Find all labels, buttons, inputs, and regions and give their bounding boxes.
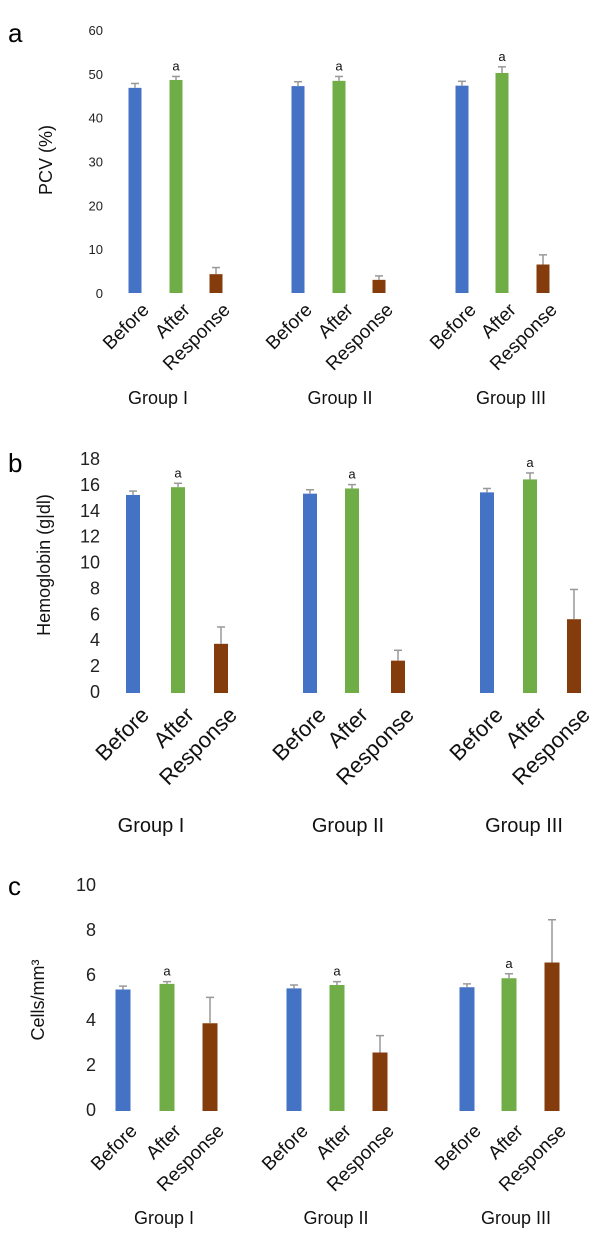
response-bar <box>372 1052 388 1111</box>
y-tick-label: 4 <box>86 1010 96 1030</box>
x-category-label: Before <box>99 300 153 354</box>
y-tick-label: 10 <box>80 553 100 573</box>
response-bar <box>391 660 405 693</box>
x-category-label: Before <box>267 702 331 766</box>
significance-mark: a <box>333 964 341 979</box>
group-label: Group III <box>476 388 546 408</box>
significance-mark: a <box>174 465 182 480</box>
after-bar <box>159 983 175 1111</box>
before-bar <box>128 87 142 293</box>
y-tick-label: 2 <box>86 1055 96 1075</box>
after-bar <box>332 80 346 293</box>
response-bar <box>536 264 550 293</box>
y-tick-label: 60 <box>89 23 103 38</box>
after-bar <box>495 72 509 293</box>
before-bar <box>455 85 469 293</box>
response-bar <box>202 1023 218 1111</box>
panel-letter-b: b <box>8 448 22 478</box>
x-category-label: Before <box>431 1121 485 1175</box>
response-bar <box>214 643 228 693</box>
y-tick-label: 20 <box>89 198 103 213</box>
group-label: Group III <box>485 815 563 837</box>
group-label: Group I <box>128 388 188 408</box>
group-label: Group I <box>118 815 185 837</box>
before-bar <box>286 988 302 1111</box>
y-tick-label: 0 <box>90 682 100 702</box>
y-tick-label: 8 <box>90 578 100 598</box>
y-axis-label: Hemoglobin (g|dl) <box>34 494 54 636</box>
after-bar <box>523 479 537 693</box>
x-category-label: Before <box>262 300 316 354</box>
y-tick-label: 8 <box>86 920 96 940</box>
y-tick-label: 6 <box>90 604 100 624</box>
group-label: Group II <box>312 815 384 837</box>
y-tick-label: 16 <box>80 475 100 495</box>
y-axis-label: PCV (%) <box>36 125 56 195</box>
y-tick-label: 2 <box>90 656 100 676</box>
panel-letter-c: c <box>8 871 21 901</box>
after-bar <box>501 978 517 1111</box>
panel-letter-a: a <box>8 18 23 48</box>
group-label: Group III <box>481 1208 551 1228</box>
x-category-label: Before <box>444 702 508 766</box>
x-category-label: Before <box>90 702 154 766</box>
response-bar <box>372 279 386 293</box>
y-tick-label: 30 <box>89 155 103 170</box>
y-tick-label: 4 <box>90 630 100 650</box>
before-bar <box>480 492 494 693</box>
group-label: Group I <box>134 1208 194 1228</box>
x-category-label: Before <box>258 1121 312 1175</box>
y-tick-label: 12 <box>80 527 100 547</box>
after-bar <box>329 985 345 1111</box>
before-bar <box>291 86 305 294</box>
before-bar <box>459 987 475 1111</box>
group-label: Group II <box>307 388 372 408</box>
x-category-label: Before <box>426 300 480 354</box>
y-tick-label: 0 <box>86 1100 96 1120</box>
response-bar <box>209 274 223 293</box>
response-bar <box>567 619 581 693</box>
y-axis-label: Cells/mm³ <box>28 960 48 1041</box>
significance-mark: a <box>335 58 343 73</box>
y-tick-label: 14 <box>80 501 100 521</box>
y-tick-label: 18 <box>80 449 100 469</box>
significance-mark: a <box>163 964 171 979</box>
after-bar <box>171 487 185 693</box>
significance-mark: a <box>172 58 180 73</box>
significance-mark: a <box>348 467 356 482</box>
y-tick-label: 40 <box>89 111 103 126</box>
group-label: Group II <box>303 1208 368 1228</box>
y-tick-label: 10 <box>76 875 96 895</box>
significance-mark: a <box>526 455 534 470</box>
after-bar <box>345 488 359 693</box>
significance-mark: a <box>505 956 513 971</box>
y-tick-label: 0 <box>96 286 103 301</box>
before-bar <box>126 494 140 693</box>
y-tick-label: 6 <box>86 965 96 985</box>
before-bar <box>115 989 131 1111</box>
y-tick-label: 50 <box>89 67 103 82</box>
before-bar <box>303 493 317 693</box>
significance-mark: a <box>498 49 506 64</box>
x-category-label: Before <box>87 1121 141 1175</box>
y-tick-label: 10 <box>89 242 103 257</box>
after-bar <box>169 79 183 293</box>
response-bar <box>544 962 560 1111</box>
